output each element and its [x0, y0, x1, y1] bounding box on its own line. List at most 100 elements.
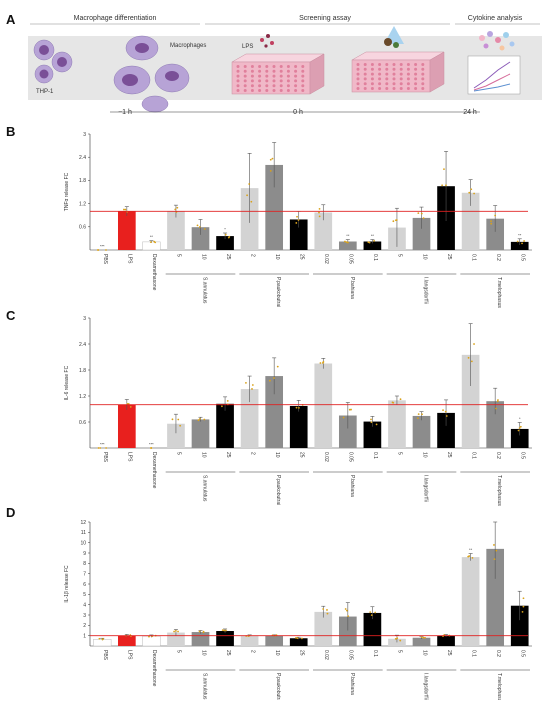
- bar: [363, 421, 382, 448]
- bar: [412, 415, 431, 448]
- group-label: P.paukobutrai: [275, 673, 281, 700]
- replicate-point: [370, 421, 373, 424]
- replicate-point: [421, 413, 423, 416]
- replicate-point: [174, 629, 177, 632]
- replicate-point: [322, 608, 325, 610]
- replicate-point: [422, 217, 425, 220]
- y-tick-label: 1.8: [79, 368, 86, 374]
- timeline-24h: 24 h: [463, 109, 477, 116]
- replicate-point: [443, 168, 445, 171]
- group-label: T.melophasus: [496, 475, 502, 506]
- category-label: 2: [249, 452, 255, 455]
- replicate-point: [321, 362, 324, 364]
- replicate-point: [347, 615, 350, 618]
- y-tick-label: 6: [83, 582, 86, 588]
- replicate-point: [444, 410, 447, 413]
- bar: [461, 354, 480, 448]
- replicate-point: [227, 236, 230, 239]
- category-label: 0.05: [348, 452, 354, 462]
- replicate-point: [318, 215, 321, 218]
- bar: [461, 557, 480, 646]
- replicate-point: [346, 241, 349, 244]
- y-tick-label: 8: [83, 561, 86, 567]
- y-tick-label: 1.2: [79, 201, 86, 207]
- category-label: PBS: [102, 254, 108, 265]
- category-label: 10: [200, 254, 206, 260]
- y-tick-label: 3: [83, 613, 86, 619]
- replicate-point: [226, 400, 229, 402]
- bar: [117, 211, 136, 250]
- replicate-point: [344, 608, 347, 610]
- replicate-point: [176, 206, 179, 209]
- replicate-point: [473, 343, 475, 345]
- stage-screening-assay: Screening assay: [299, 15, 351, 22]
- y-tick-label: 0.6: [79, 420, 86, 426]
- replicate-point: [522, 605, 525, 608]
- category-label: 10: [274, 254, 280, 260]
- significance-marker: **: [518, 232, 522, 237]
- replicate-point: [273, 377, 275, 379]
- y-tick-label: 5: [83, 592, 86, 598]
- macrophages-label: Macrophages: [170, 43, 206, 49]
- replicate-point: [392, 220, 395, 223]
- replicate-point: [99, 447, 102, 449]
- replicate-point: [319, 362, 322, 364]
- replicate-point: [373, 239, 375, 242]
- replicate-point: [150, 447, 153, 449]
- replicate-point: [318, 211, 320, 214]
- replicate-point: [326, 612, 329, 615]
- replicate-point: [276, 365, 279, 368]
- significance-marker: *: [519, 416, 521, 421]
- y-tick-label: 10: [80, 540, 86, 546]
- bar: [412, 637, 431, 646]
- replicate-point: [424, 636, 426, 639]
- category-label: 2: [249, 254, 255, 257]
- timeline-0h: 0 h: [293, 109, 303, 116]
- category-label: 25: [299, 254, 305, 260]
- bar: [265, 635, 284, 646]
- replicate-point: [445, 415, 448, 417]
- replicate-point: [441, 184, 444, 187]
- bar: [289, 219, 308, 250]
- bar: [363, 241, 382, 250]
- category-label: Dexamethasone: [151, 452, 157, 489]
- category-label: PBS: [102, 452, 108, 463]
- bar: [338, 616, 357, 646]
- category-label: 0.1: [470, 650, 476, 657]
- bar: [240, 389, 259, 448]
- group-label: S.annulatus: [202, 277, 208, 304]
- y-tick-label: 12: [80, 520, 86, 526]
- replicate-point: [129, 406, 132, 408]
- bar: [240, 635, 259, 646]
- replicate-point: [494, 214, 497, 217]
- bar: [314, 212, 333, 250]
- replicate-point: [202, 630, 205, 633]
- category-label: 0.2: [495, 650, 501, 657]
- bar: [338, 415, 357, 448]
- significance-marker: ***: [100, 244, 105, 249]
- replicate-point: [370, 614, 373, 617]
- category-label: 25: [299, 650, 305, 656]
- replicate-point: [177, 418, 180, 421]
- replicate-point: [468, 555, 471, 557]
- replicate-point: [98, 637, 101, 640]
- bar: [117, 404, 136, 448]
- category-label: 10: [421, 452, 427, 458]
- replicate-point: [374, 611, 377, 614]
- y-axis-label: TNFα release FC: [64, 172, 70, 211]
- bar: [265, 164, 284, 250]
- replicate-point: [442, 409, 444, 411]
- y-tick-label: 1.8: [79, 178, 86, 184]
- bar: [167, 211, 185, 250]
- replicate-point: [179, 424, 182, 427]
- replicate-point: [271, 157, 274, 160]
- bar: [142, 241, 161, 251]
- replicate-point: [375, 423, 378, 426]
- replicate-point: [198, 226, 201, 228]
- replicate-point: [493, 544, 495, 546]
- y-axis-label: IL-1β release FC: [64, 565, 70, 603]
- replicate-point: [518, 427, 521, 429]
- replicate-point: [198, 630, 201, 633]
- y-tick-label: 7: [83, 571, 86, 577]
- bar: [437, 635, 455, 646]
